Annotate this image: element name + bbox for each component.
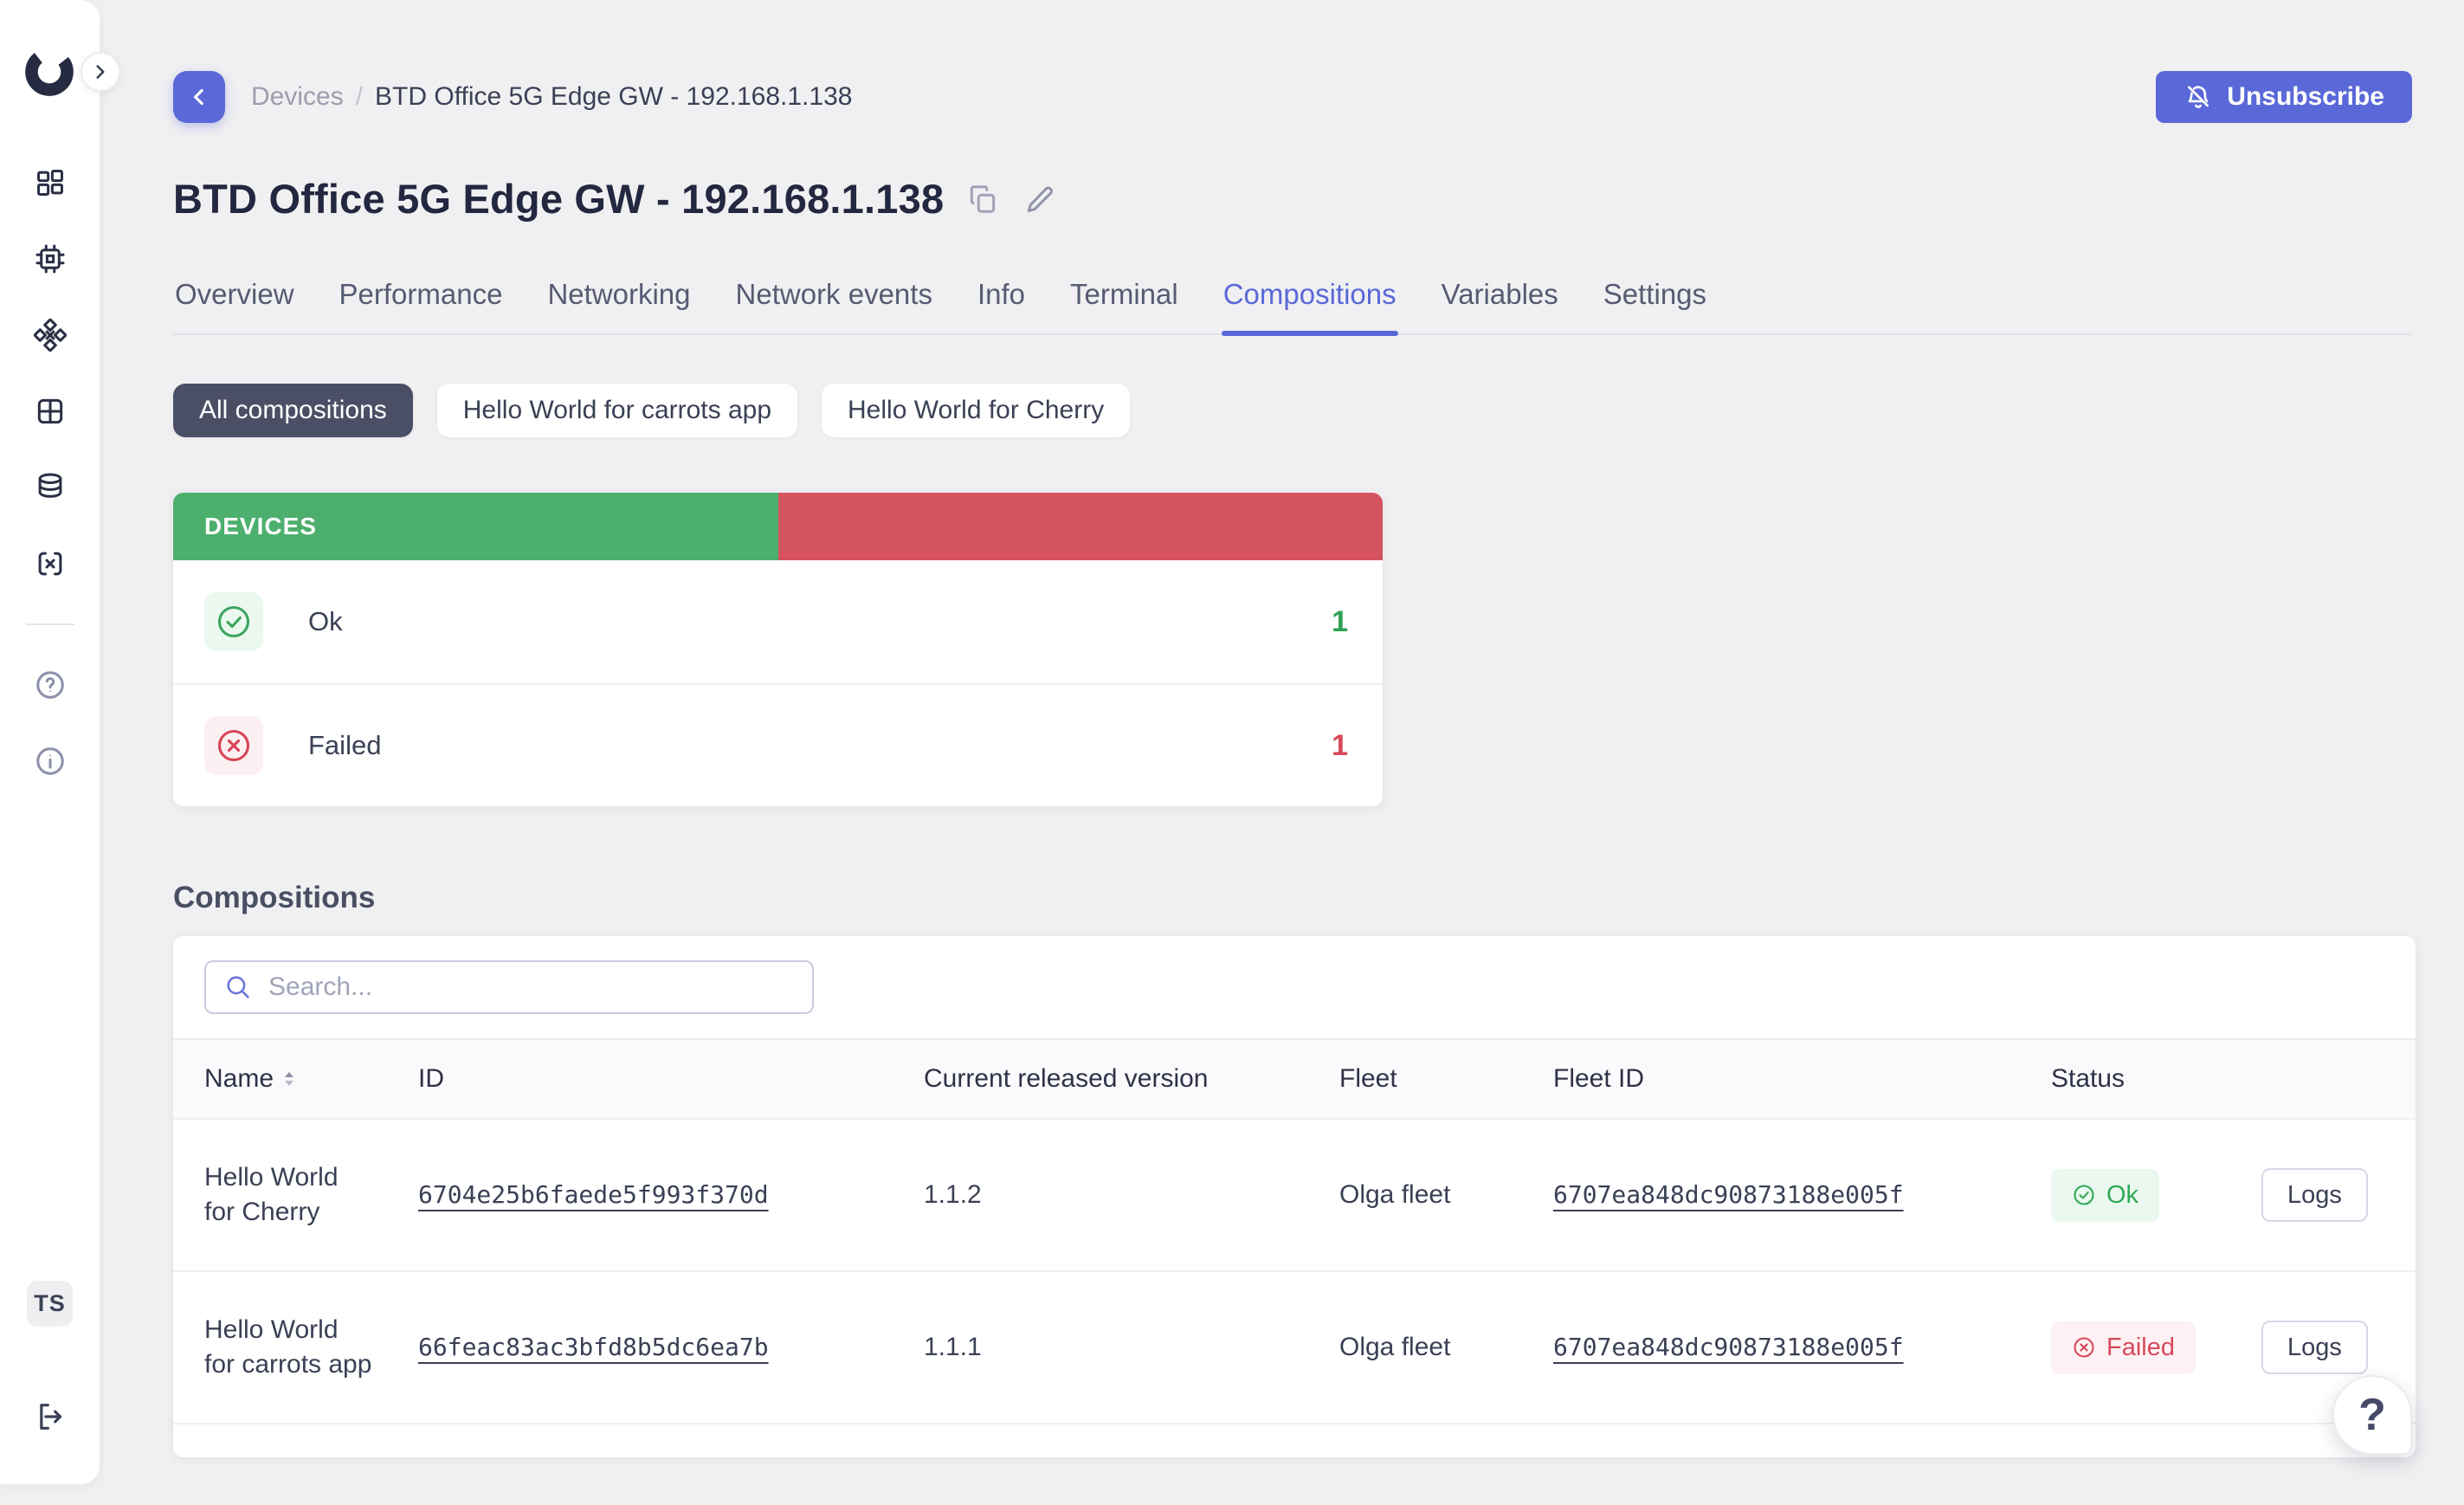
status-badge-failed: Failed: [2051, 1321, 2196, 1374]
tab-networking[interactable]: Networking: [547, 278, 691, 310]
search-box[interactable]: [204, 960, 814, 1014]
devices-bar-failed-segment: [777, 493, 1383, 560]
network-nodes-icon[interactable]: [33, 319, 67, 352]
sidebar-divider: [25, 623, 74, 625]
logs-button[interactable]: Logs: [2261, 1321, 2368, 1374]
help-circle-icon[interactable]: [34, 669, 67, 701]
composition-name: Hello World for carrots app: [204, 1315, 372, 1379]
table-row: Hello World for Cherry 6704e25b6faede5f9…: [173, 1118, 2416, 1270]
compositions-table-card: Name ID Current released version Fleet F…: [173, 936, 2416, 1457]
composition-name: Hello World for Cherry: [204, 1163, 339, 1226]
tab-bar: Overview Performance Networking Network …: [173, 273, 2412, 336]
logs-button[interactable]: Logs: [2261, 1168, 2368, 1222]
tab-performance[interactable]: Performance: [339, 278, 503, 310]
composition-fleet: Olga fleet: [1339, 1180, 1451, 1209]
composition-id-link[interactable]: 6704e25b6faede5f993f370d: [418, 1180, 769, 1209]
tab-overview[interactable]: Overview: [175, 278, 294, 310]
column-header-status: Status: [2051, 1064, 2125, 1093]
edit-pencil-icon[interactable]: [1023, 182, 1058, 216]
table-header-row: Name ID Current released version Fleet F…: [173, 1038, 2416, 1118]
filter-hello-world-cherry[interactable]: Hello World for Cherry: [822, 384, 1131, 437]
ok-check-icon: [204, 592, 263, 651]
chevron-right-icon: [96, 65, 105, 79]
breadcrumb-devices-link[interactable]: Devices: [251, 82, 344, 111]
device-chip-icon[interactable]: [34, 242, 67, 275]
search-icon: [227, 976, 249, 998]
tab-terminal[interactable]: Terminal: [1070, 278, 1178, 310]
bell-off-icon: [2188, 86, 2209, 108]
table-row: Hello World for carrots app 66feac83ac3b…: [173, 1270, 2416, 1423]
fleet-id-link[interactable]: 6707ea848dc90873188e005f: [1553, 1333, 1904, 1361]
table-grid-icon[interactable]: [34, 395, 67, 428]
breadcrumb: Devices / BTD Office 5G Edge GW - 192.16…: [251, 82, 852, 112]
devices-failed-label: Failed: [308, 730, 382, 760]
page-title: BTD Office 5G Edge GW - 192.168.1.138: [173, 176, 945, 222]
failed-x-icon: [204, 716, 263, 775]
breadcrumb-current: BTD Office 5G Edge GW - 192.168.1.138: [375, 82, 853, 111]
table-row-peek: [173, 1423, 2416, 1457]
devices-bar-title: DEVICES: [204, 513, 317, 539]
database-icon[interactable]: [34, 471, 67, 504]
tab-compositions[interactable]: Compositions: [1221, 273, 1398, 336]
user-avatar[interactable]: TS: [27, 1281, 73, 1327]
tab-variables[interactable]: Variables: [1441, 278, 1558, 310]
logout-icon[interactable]: [32, 1399, 67, 1434]
compositions-heading: Compositions: [173, 881, 376, 914]
sidebar-expand-button[interactable]: [81, 52, 120, 92]
devices-failed-count: 1: [1332, 728, 1348, 762]
help-bubble-button[interactable]: ?: [2332, 1375, 2412, 1455]
composition-filters: All compositions Hello World for carrots…: [173, 384, 2412, 437]
status-label: Ok: [2106, 1180, 2139, 1209]
back-button[interactable]: [173, 71, 225, 123]
dashboard-icon[interactable]: [34, 166, 67, 199]
column-header-fleet: Fleet: [1339, 1064, 1397, 1093]
sidebar-nav: [0, 166, 100, 778]
column-header-id: ID: [418, 1064, 444, 1093]
status-badge-ok: Ok: [2051, 1168, 2160, 1222]
copy-icon[interactable]: [966, 182, 1001, 216]
sidebar: TS: [0, 0, 120, 1484]
status-label: Failed: [2106, 1333, 2175, 1361]
devices-ok-count: 1: [1332, 604, 1348, 638]
top-bar: Devices / BTD Office 5G Edge GW - 192.16…: [173, 71, 2412, 123]
unsubscribe-label: Unsubscribe: [2227, 82, 2384, 111]
column-header-name[interactable]: Name: [204, 1064, 418, 1094]
devices-status-card: DEVICES Ok 1 Failed 1: [173, 493, 1383, 806]
column-header-version: Current released version: [924, 1064, 1209, 1093]
tab-info[interactable]: Info: [977, 278, 1026, 310]
devices-status-bar: DEVICES: [173, 493, 1383, 560]
composition-fleet: Olga fleet: [1339, 1333, 1451, 1361]
tab-settings[interactable]: Settings: [1603, 278, 1707, 310]
breadcrumb-separator: /: [355, 82, 364, 111]
main-content: Devices / BTD Office 5G Edge GW - 192.16…: [100, 0, 2464, 1505]
fleet-id-link[interactable]: 6707ea848dc90873188e005f: [1553, 1180, 1904, 1209]
composition-version: 1.1.2: [924, 1180, 982, 1209]
check-circle-icon: [2074, 1185, 2094, 1205]
unsubscribe-button[interactable]: Unsubscribe: [2156, 71, 2412, 123]
devices-bar-ok-segment: DEVICES: [173, 493, 778, 560]
filter-all-compositions[interactable]: All compositions: [173, 384, 413, 437]
filter-hello-world-carrots[interactable]: Hello World for carrots app: [436, 384, 798, 437]
composition-id-link[interactable]: 66feac83ac3bfd8b5dc6ea7b: [418, 1333, 769, 1361]
devices-ok-label: Ok: [308, 606, 343, 636]
x-circle-icon: [2074, 1337, 2094, 1358]
column-name-label: Name: [204, 1064, 274, 1093]
composition-version: 1.1.1: [924, 1333, 982, 1361]
devices-ok-row[interactable]: Ok 1: [173, 560, 1383, 683]
search-input[interactable]: [268, 972, 795, 1002]
sort-icon[interactable]: [282, 1069, 296, 1089]
info-circle-icon[interactable]: [34, 745, 67, 778]
title-row: BTD Office 5G Edge GW - 192.168.1.138: [173, 175, 2412, 223]
variables-brackets-icon[interactable]: [34, 547, 67, 580]
devices-failed-row[interactable]: Failed 1: [173, 683, 1383, 806]
column-header-fleet-id: Fleet ID: [1553, 1064, 1645, 1093]
chevron-left-icon: [194, 88, 203, 106]
brand-logo: [24, 47, 74, 97]
tab-network-events[interactable]: Network events: [735, 278, 932, 310]
